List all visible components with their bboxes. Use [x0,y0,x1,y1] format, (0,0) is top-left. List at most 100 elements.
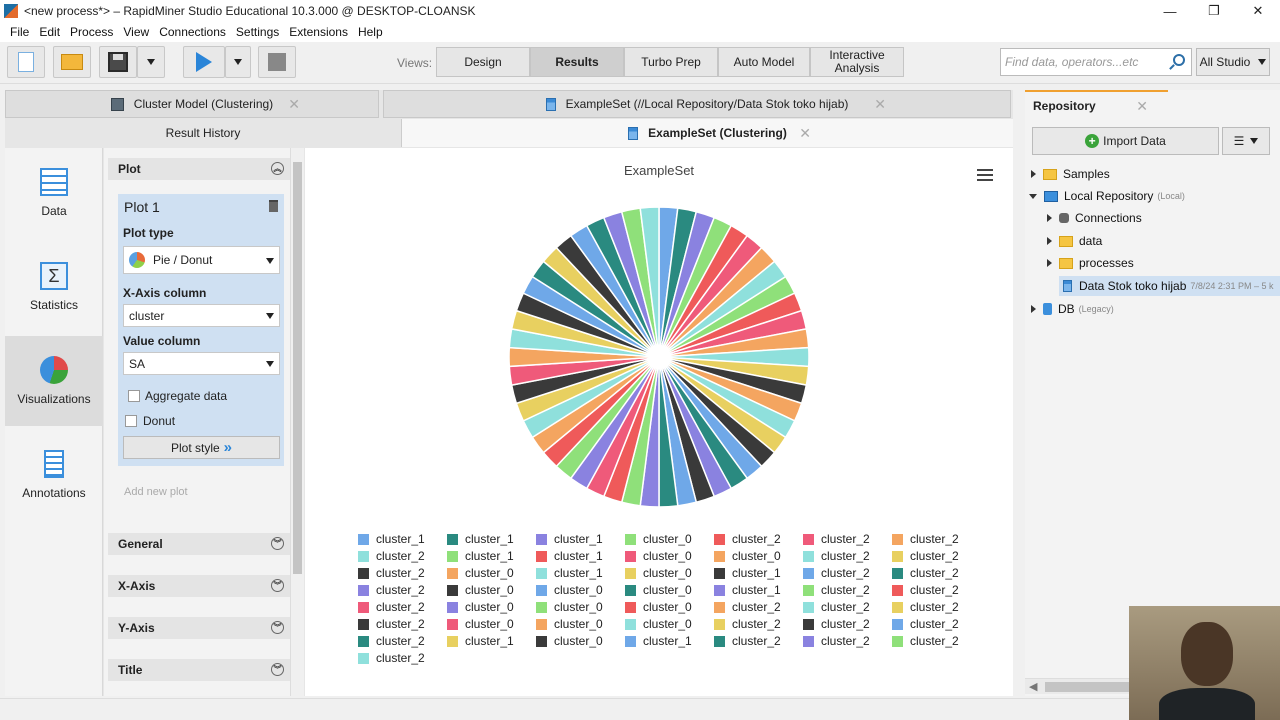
legend-item[interactable]: cluster_2 [358,549,425,563]
minimize-icon[interactable]: — [1163,3,1177,19]
repository-menu-button[interactable]: ☰ [1222,127,1270,155]
tree-item-db[interactable]: DB (Legacy) [1031,299,1114,319]
pie-slice[interactable] [639,206,660,358]
open-process-button[interactable] [53,46,91,78]
add-new-plot-link[interactable]: Add new plot [124,486,188,498]
legend-item[interactable]: cluster_2 [714,532,781,546]
legend-item[interactable]: cluster_1 [625,634,692,648]
tab-cluster-model[interactable]: Cluster Model (Clustering) ✕ [5,90,379,118]
legend-item[interactable]: cluster_2 [358,634,425,648]
legend-item[interactable]: cluster_2 [358,617,425,631]
stop-process-button[interactable] [258,46,296,78]
menu-view[interactable]: View [123,25,150,39]
expand-arrow-icon[interactable] [1031,170,1036,178]
tree-item-data-stok-toko-hijab[interactable]: Data Stok toko hijab 7/8/24 2:31 PM – 5 … [1059,276,1280,296]
value-column-select[interactable]: SA [123,352,280,375]
legend-item[interactable]: cluster_1 [536,549,603,563]
view-interactive-analysis-button[interactable]: Interactive Analysis [810,47,904,77]
new-process-button[interactable] [7,46,45,78]
close-icon[interactable]: ✕ [1252,3,1264,18]
hamburger-menu-icon[interactable] [977,169,993,181]
global-search-field[interactable]: Find data, operators...etc [1000,48,1192,76]
chevron-down-icon[interactable]: ︾ [271,579,284,592]
save-process-button[interactable] [99,46,137,78]
scroll-left-icon[interactable]: ◀ [1029,681,1038,693]
legend-item[interactable]: cluster_2 [892,583,959,597]
tree-item-local-repository[interactable]: Local Repository (Local) [1029,186,1185,206]
menu-extensions[interactable]: Extensions [289,25,348,39]
tree-item-connections[interactable]: Connections [1047,208,1142,228]
close-icon[interactable]: ✕ [1136,97,1148,114]
legend-item[interactable]: cluster_2 [358,583,425,597]
legend-item[interactable]: cluster_2 [803,600,870,614]
legend-item[interactable]: cluster_0 [625,532,692,546]
legend-item[interactable]: cluster_2 [892,549,959,563]
legend-item[interactable]: cluster_2 [803,566,870,580]
legend-item[interactable]: cluster_0 [625,617,692,631]
menu-file[interactable]: File [10,25,30,39]
legend-item[interactable]: cluster_0 [536,583,603,597]
legend-item[interactable]: cluster_0 [447,600,514,614]
tab-exampleset-clustering[interactable]: ExampleSet (Clustering) ✕ [402,119,1013,147]
legend-item[interactable]: cluster_2 [358,566,425,580]
legend-item[interactable]: cluster_0 [625,583,692,597]
tab-exampleset-repository[interactable]: ExampleSet (//Local Repository/Data Stok… [383,90,1011,118]
nav-statistics[interactable]: Σ Statistics [5,242,103,332]
section-plot[interactable]: Plot ︽ [108,158,290,180]
legend-item[interactable]: cluster_2 [892,600,959,614]
legend-item[interactable]: cluster_0 [625,600,692,614]
chevron-up-icon[interactable]: ︽ [271,162,284,175]
legend-item[interactable]: cluster_2 [803,634,870,648]
chevron-down-icon[interactable]: ︾ [271,621,284,634]
chevron-down-icon[interactable]: ︾ [271,537,284,550]
menu-settings[interactable]: Settings [235,25,280,39]
collapse-arrow-icon[interactable] [1029,193,1037,199]
view-results-button[interactable]: Results [530,47,624,77]
menu-edit[interactable]: Edit [39,25,61,39]
x-axis-select[interactable]: cluster [123,304,280,327]
run-options-dropdown[interactable] [225,46,251,78]
legend-item[interactable]: cluster_1 [536,532,603,546]
legend-item[interactable]: cluster_1 [447,634,514,648]
legend-item[interactable]: cluster_0 [447,566,514,580]
scrollbar-thumb[interactable] [293,162,302,574]
legend-item[interactable]: cluster_1 [536,566,603,580]
tree-item-samples[interactable]: Samples [1031,164,1110,184]
aggregate-checkbox[interactable] [128,390,140,402]
legend-item[interactable]: cluster_1 [447,532,514,546]
trash-icon[interactable] [269,200,278,212]
legend-item[interactable]: cluster_2 [803,549,870,563]
plot-style-button[interactable]: Plot style » [123,436,280,459]
legend-item[interactable]: cluster_2 [892,617,959,631]
tree-item-data[interactable]: data [1047,231,1102,251]
legend-item[interactable]: cluster_0 [625,566,692,580]
view-design-button[interactable]: Design [436,47,530,77]
menu-process[interactable]: Process [70,25,114,39]
section-general[interactable]: General ︾ [108,533,290,555]
legend-item[interactable]: cluster_1 [714,583,781,597]
scrollbar-thumb[interactable] [1045,682,1129,692]
menu-connections[interactable]: Connections [159,25,226,39]
legend-item[interactable]: cluster_0 [536,617,603,631]
section-title-config[interactable]: Title ︾ [108,659,290,681]
legend-item[interactable]: cluster_2 [358,600,425,614]
run-process-button[interactable] [183,46,225,78]
legend-item[interactable]: cluster_2 [892,532,959,546]
legend-item[interactable]: cluster_1 [714,566,781,580]
tab-result-history[interactable]: Result History [5,119,402,147]
repository-tab[interactable]: Repository ✕ [1025,90,1168,120]
legend-item[interactable]: cluster_2 [803,583,870,597]
legend-item[interactable]: cluster_1 [447,549,514,563]
legend-item[interactable]: cluster_0 [625,549,692,563]
save-options-dropdown[interactable] [137,46,165,78]
close-icon[interactable]: ✕ [288,95,300,112]
section-x-axis[interactable]: X-Axis ︾ [108,575,290,597]
close-icon[interactable]: ✕ [799,124,811,141]
nav-visualizations[interactable]: Visualizations [5,336,103,426]
import-data-button[interactable]: + Import Data [1032,127,1219,155]
legend-item[interactable]: cluster_2 [803,532,870,546]
close-icon[interactable]: ✕ [874,95,886,112]
section-y-axis[interactable]: Y-Axis ︾ [108,617,290,639]
search-icon[interactable] [1173,54,1185,66]
nav-annotations[interactable]: Annotations [5,430,103,520]
